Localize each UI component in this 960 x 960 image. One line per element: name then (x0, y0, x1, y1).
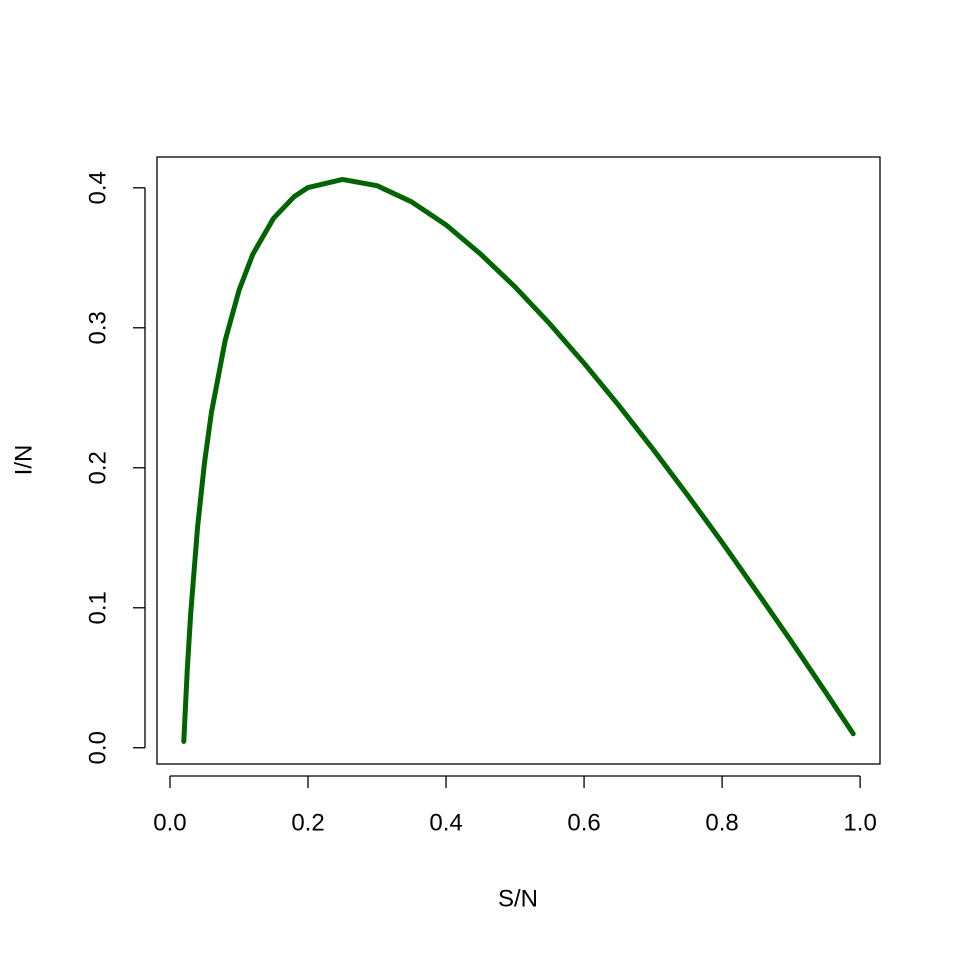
x-tick-label: 0.6 (567, 809, 600, 836)
y-tick-label: 0.3 (84, 311, 111, 344)
y-tick-label: 0.0 (84, 731, 111, 764)
plot-box (156, 156, 881, 765)
x-tick-label: 0.4 (429, 809, 462, 836)
data-line (181, 176, 856, 744)
y-tick-label: 0.4 (84, 171, 111, 204)
y-axis-label: I/N (10, 445, 37, 476)
y-tick-label: 0.2 (84, 451, 111, 484)
y-tick-label: 0.1 (84, 591, 111, 624)
x-tick-label: 1.0 (843, 809, 876, 836)
x-tick-label: 0.2 (291, 809, 324, 836)
x-tick-label: 0.8 (705, 809, 738, 836)
x-axis-label: S/N (498, 885, 538, 912)
x-tick-label: 0.0 (153, 809, 186, 836)
